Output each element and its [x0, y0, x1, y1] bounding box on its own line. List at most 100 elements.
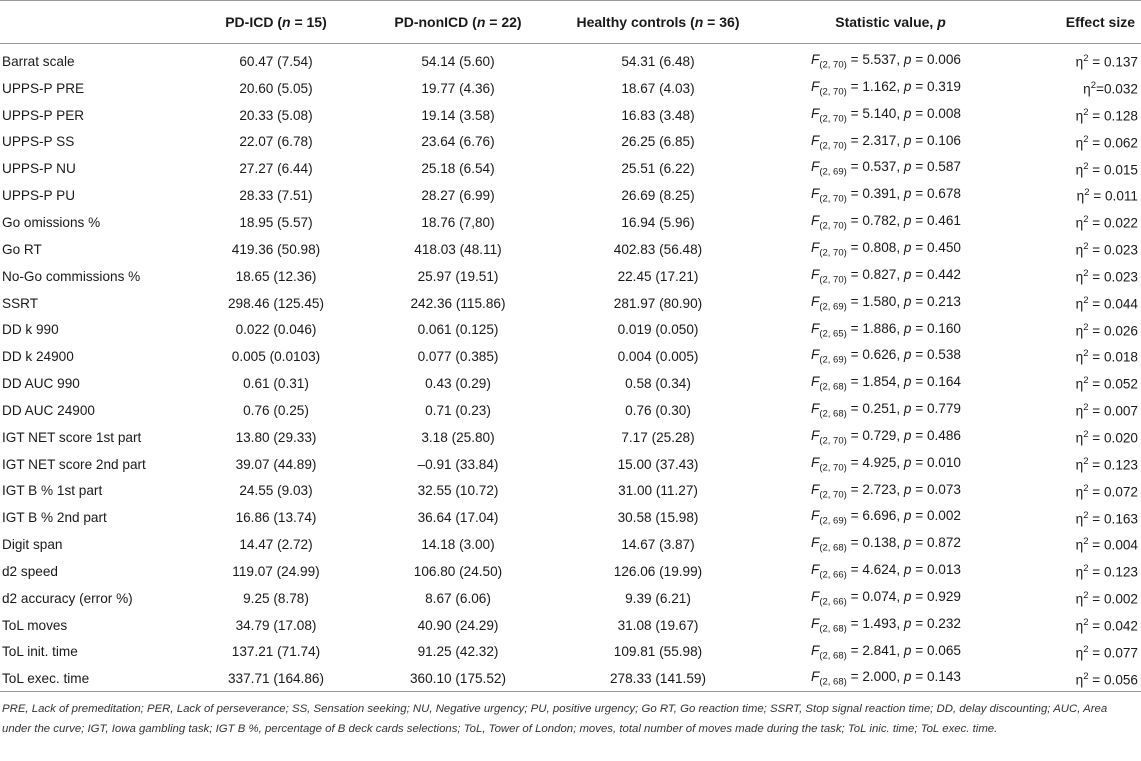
cell-pd-nonicd: 23.64 (6.76)	[421, 134, 495, 150]
table-row: d2 speed 119.07 (24.99) 106.80 (24.50) 126.…	[0, 558, 1141, 585]
table-row: d2 accuracy (error %) 9.25 (8.78) 8.67 (6.…	[0, 585, 1141, 612]
cell-variable: DD k 24900	[2, 349, 74, 365]
cell-pd-icd: 34.79 (17.08)	[235, 617, 317, 633]
cell-effect-size: η2 = 0.062	[1075, 133, 1138, 151]
cell-healthy-controls: 14.67 (3.87)	[621, 537, 695, 553]
cell-pd-nonicd: 418.03 (48.11)	[414, 241, 502, 257]
cell-healthy-controls: 16.94 (5.96)	[621, 214, 695, 230]
cell-pd-icd: 137.21 (71.74)	[231, 644, 321, 660]
cell-variable: ToL moves	[2, 617, 68, 633]
cell-effect-size: η2 = 0.023	[1075, 241, 1138, 258]
cell-pd-nonicd: 18.76 (7,80)	[421, 214, 495, 230]
cell-statistic: F(2, 69) = 0.537, p = 0.587	[811, 159, 961, 179]
cell-statistic: F(2, 68) = 2.000, p = 0.143	[811, 669, 961, 689]
cell-variable: IGT NET score 1st part	[2, 429, 142, 445]
table-row: ToL init. time 137.21 (71.74) 91.25 (42.32…	[0, 639, 1141, 666]
cell-pd-icd: 24.55 (9.03)	[239, 483, 313, 499]
cell-effect-size: η2 = 0.056	[1075, 670, 1138, 688]
cell-pd-icd: 0.61 (0.31)	[243, 376, 309, 392]
cell-healthy-controls: 0.019 (0.050)	[617, 322, 699, 338]
cell-variable: UPPS-P PRE	[2, 80, 85, 96]
cell-pd-icd: 27.27 (6.44)	[239, 161, 313, 177]
cell-pd-icd: 39.07 (44.89)	[235, 456, 317, 472]
cell-statistic: F(2, 69) = 1.580, p = 0.213	[811, 293, 961, 313]
cell-pd-nonicd: 25.18 (6.54)	[421, 161, 495, 177]
cell-pd-nonicd: 19.77 (4.36)	[421, 80, 495, 96]
cell-pd-nonicd: 106.80 (24.50)	[413, 563, 503, 579]
cell-pd-nonicd: 28.27 (6.99)	[421, 188, 495, 204]
cell-variable: UPPS-P PER	[2, 107, 85, 123]
cell-healthy-controls: 0.004 (0.005)	[617, 349, 699, 365]
cell-variable: UPPS-P NU	[2, 161, 76, 177]
cell-pd-icd: 0.005 (0.0103)	[231, 349, 321, 365]
cell-healthy-controls: 7.17 (25.28)	[621, 429, 695, 445]
cell-pd-nonicd: 54.14 (5.60)	[421, 53, 495, 69]
cell-statistic: F(2, 68) = 0.138, p = 0.872	[811, 535, 961, 554]
cell-pd-nonicd: 14.18 (3.00)	[421, 537, 495, 553]
cell-pd-icd: 20.33 (5.08)	[239, 107, 313, 123]
table-row: SSRT 298.46 (125.45) 242.36 (115.86) 281.97…	[0, 290, 1141, 317]
table-row: DD AUC 24900 0.76 (0.25) 0.71 (0.23) 0.76 (…	[0, 397, 1141, 424]
cell-variable: ToL exec. time	[2, 671, 90, 687]
table-top-rule	[0, 0, 1141, 1]
cell-effect-size: η2 = 0.015	[1075, 160, 1138, 178]
table-row: UPPS-P PRE 20.60 (5.05) 19.77 (4.36) 18.67 …	[0, 75, 1141, 102]
table-row: UPPS-P PER 20.33 (5.08) 19.14 (3.58) 16.83 …	[0, 102, 1141, 129]
cell-pd-icd: 13.80 (29.33)	[235, 429, 317, 445]
cell-effect-size: η2=0.032	[1083, 80, 1138, 97]
cell-statistic: F(2, 68) = 0.251, p = 0.779	[811, 401, 961, 420]
cell-pd-icd: 119.07 (24.99)	[232, 563, 320, 579]
cell-statistic: F(2, 68) = 1.493, p = 0.232	[811, 615, 961, 635]
table-row: DD AUC 990 0.61 (0.31) 0.43 (0.29) 0.58 (0.…	[0, 370, 1141, 397]
cell-pd-icd: 20.60 (5.05)	[239, 80, 313, 96]
cell-pd-nonicd: 0.71 (0.23)	[425, 402, 491, 418]
cell-effect-size: η2 = 0.023	[1075, 267, 1138, 285]
table-row: UPPS-P NU 27.27 (6.44) 25.18 (6.54) 25.51 (…	[0, 155, 1141, 182]
cell-pd-nonicd: 3.18 (25.80)	[421, 429, 495, 445]
cell-pd-icd: 18.95 (5.57)	[239, 214, 313, 230]
cell-variable: Digit span	[2, 537, 63, 553]
cell-pd-nonicd: 242.36 (115.86)	[410, 295, 506, 311]
cell-variable: IGT NET score 2nd part	[2, 456, 146, 472]
cell-effect-size: η2 = 0.128	[1075, 106, 1138, 124]
cell-statistic: F(2, 66) = 0.074, p = 0.929	[811, 588, 961, 608]
cell-healthy-controls: 278.33 (141.59)	[610, 671, 706, 687]
cell-variable: DD k 990	[2, 322, 59, 338]
cell-statistic: F(2, 68) = 2.841, p = 0.065	[811, 642, 961, 662]
cell-healthy-controls: 25.51 (6.22)	[621, 161, 695, 177]
cell-pd-nonicd: 8.67 (6.06)	[425, 590, 491, 606]
cell-healthy-controls: 281.97 (80.90)	[613, 295, 703, 311]
cell-effect-size: η2 = 0.042	[1075, 616, 1138, 634]
table-header-row: PD-ICD (n = 15) PD-nonICD (n = 22) Healt…	[0, 0, 1141, 44]
cell-healthy-controls: 31.08 (19.67)	[617, 617, 699, 633]
cell-variable: IGT B % 2nd part	[2, 510, 107, 526]
table-row: UPPS-P PU 28.33 (7.51) 28.27 (6.99) 26.69 (…	[0, 182, 1141, 209]
cell-pd-icd: 419.36 (50.98)	[231, 241, 321, 257]
cell-healthy-controls: 109.81 (55.98)	[613, 644, 703, 660]
cell-effect-size: η2 = 0.052	[1075, 375, 1138, 392]
cell-pd-icd: 337.71 (164.86)	[228, 671, 324, 687]
cell-effect-size: η2 = 0.123	[1075, 455, 1138, 473]
cell-pd-icd: 14.47 (2.72)	[239, 537, 313, 553]
cell-healthy-controls: 26.69 (8.25)	[621, 188, 695, 204]
header-statistic: Statistic value, p	[835, 14, 946, 30]
cell-statistic: F(2, 70) = 0.391, p = 0.678	[811, 186, 961, 205]
cell-healthy-controls: 18.67 (4.03)	[621, 80, 695, 96]
cell-variable: No-Go commissions %	[2, 268, 141, 284]
cell-pd-icd: 60.47 (7.54)	[239, 53, 313, 69]
cell-pd-icd: 16.86 (13.74)	[235, 510, 317, 526]
table-row: IGT B % 1st part 24.55 (9.03) 32.55 (10.72…	[0, 478, 1141, 505]
cell-variable: ToL init. time	[2, 644, 78, 660]
table-row: IGT B % 2nd part 16.86 (13.74) 36.64 (17.0…	[0, 504, 1141, 531]
table-row: Go RT 419.36 (50.98) 418.03 (48.11) 402.83 …	[0, 236, 1141, 263]
cell-statistic: F(2, 70) = 5.140, p = 0.008	[811, 105, 961, 125]
cell-effect-size: η2 = 0.022	[1075, 214, 1138, 231]
table-row: DD k 990 0.022 (0.046) 0.061 (0.125) 0.019 …	[0, 316, 1141, 343]
cell-statistic: F(2, 70) = 0.729, p = 0.486	[811, 427, 961, 447]
cell-statistic: F(2, 70) = 4.925, p = 0.010	[811, 454, 961, 474]
cell-effect-size: η2 = 0.004	[1075, 536, 1138, 553]
cell-variable: UPPS-P PU	[2, 188, 76, 204]
cell-statistic: F(2, 66) = 4.624, p = 0.013	[811, 562, 961, 581]
cell-healthy-controls: 402.83 (56.48)	[613, 241, 703, 257]
